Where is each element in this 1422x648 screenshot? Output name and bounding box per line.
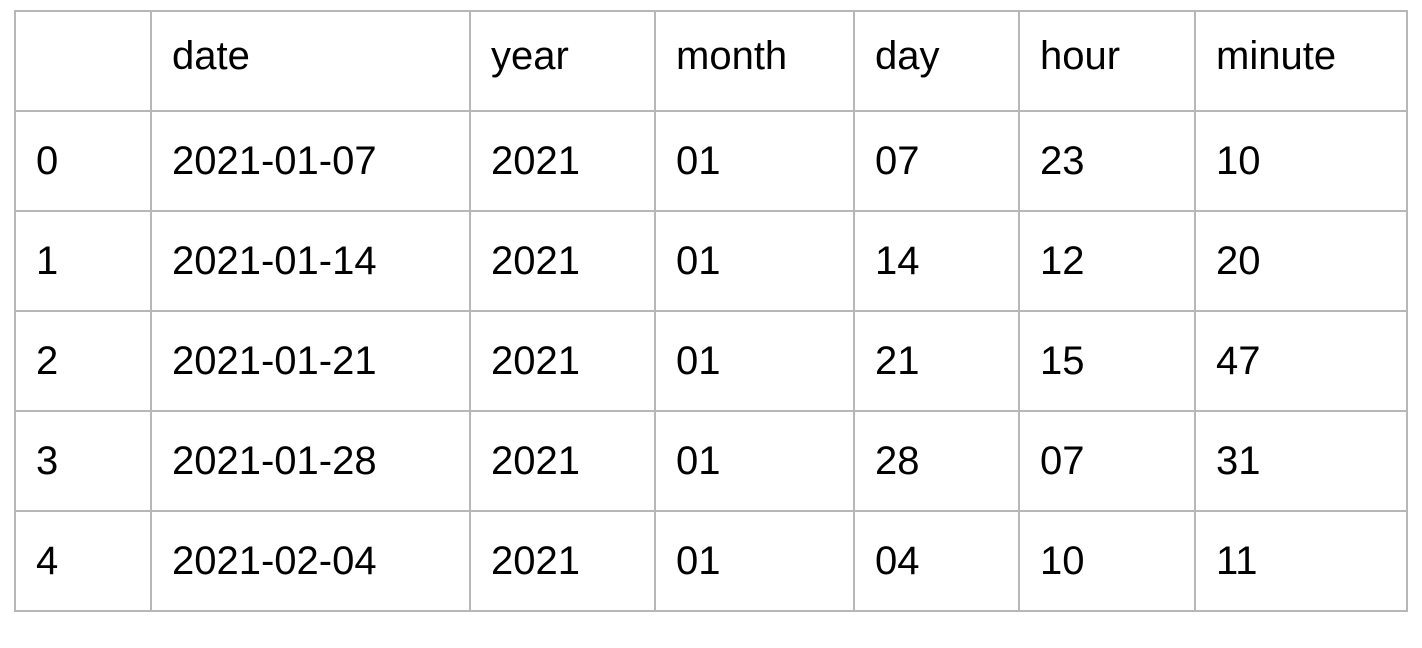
hour-cell: 15: [1018, 310, 1196, 412]
header-row: date year month day hour minute: [14, 10, 1408, 112]
date-cell: 2021-01-07: [150, 110, 471, 212]
date-cell: 2021-01-28: [150, 410, 471, 512]
hour-header: hour: [1018, 10, 1196, 112]
index-cell: 2: [14, 310, 152, 412]
table-row: 0 2021-01-07 2021 01 07 23 10: [14, 110, 1408, 212]
index-cell: 4: [14, 510, 152, 612]
minute-cell: 31: [1194, 410, 1408, 512]
table-header: date year month day hour minute: [14, 10, 1408, 112]
month-header: month: [654, 10, 855, 112]
date-header: date: [150, 10, 471, 112]
day-cell: 07: [853, 110, 1020, 212]
hour-cell: 07: [1018, 410, 1196, 512]
year-cell: 2021: [469, 210, 656, 312]
minute-header: minute: [1194, 10, 1408, 112]
table-body: 0 2021-01-07 2021 01 07 23 10 1 2021-01-…: [14, 110, 1408, 612]
data-table: date year month day hour minute 0 2021-0…: [14, 10, 1408, 612]
year-cell: 2021: [469, 110, 656, 212]
year-cell: 2021: [469, 510, 656, 612]
index-header: [14, 10, 152, 112]
date-cell: 2021-01-14: [150, 210, 471, 312]
month-cell: 01: [654, 210, 855, 312]
day-cell: 28: [853, 410, 1020, 512]
day-cell: 21: [853, 310, 1020, 412]
day-cell: 14: [853, 210, 1020, 312]
year-cell: 2021: [469, 310, 656, 412]
table-row: 3 2021-01-28 2021 01 28 07 31: [14, 410, 1408, 512]
table-row: 1 2021-01-14 2021 01 14 12 20: [14, 210, 1408, 312]
month-cell: 01: [654, 510, 855, 612]
month-cell: 01: [654, 410, 855, 512]
hour-cell: 23: [1018, 110, 1196, 212]
minute-cell: 11: [1194, 510, 1408, 612]
table-row: 4 2021-02-04 2021 01 04 10 11: [14, 510, 1408, 612]
index-cell: 0: [14, 110, 152, 212]
minute-cell: 10: [1194, 110, 1408, 212]
year-cell: 2021: [469, 410, 656, 512]
table-row: 2 2021-01-21 2021 01 21 15 47: [14, 310, 1408, 412]
date-cell: 2021-01-21: [150, 310, 471, 412]
month-cell: 01: [654, 310, 855, 412]
date-cell: 2021-02-04: [150, 510, 471, 612]
index-cell: 3: [14, 410, 152, 512]
day-header: day: [853, 10, 1020, 112]
hour-cell: 12: [1018, 210, 1196, 312]
year-header: year: [469, 10, 656, 112]
hour-cell: 10: [1018, 510, 1196, 612]
minute-cell: 20: [1194, 210, 1408, 312]
minute-cell: 47: [1194, 310, 1408, 412]
index-cell: 1: [14, 210, 152, 312]
month-cell: 01: [654, 110, 855, 212]
day-cell: 04: [853, 510, 1020, 612]
